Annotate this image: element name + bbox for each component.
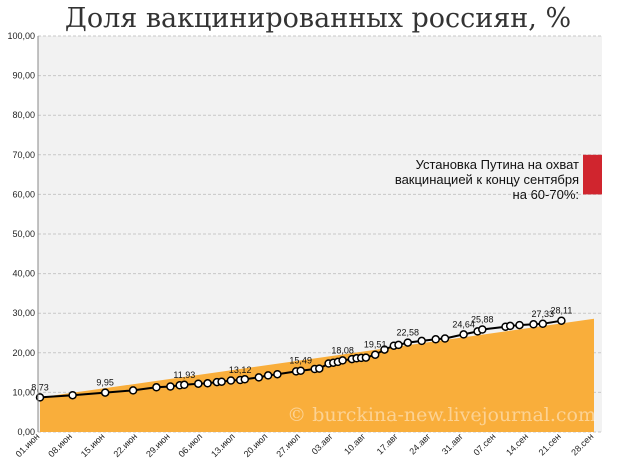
data-label: 27,33 <box>532 309 555 319</box>
data-point <box>263 371 273 380</box>
data-label: 13,12 <box>229 365 252 375</box>
data-point <box>166 382 175 391</box>
chart-title: Доля вакцинированных россиян, % <box>65 3 571 34</box>
data-point <box>417 336 426 346</box>
y-tick-label: 50,00 <box>12 229 35 239</box>
data-label: 28,11 <box>550 306 572 316</box>
x-tick-label: 28.сен <box>569 431 595 457</box>
data-point <box>394 340 403 350</box>
y-tick-label: 70,00 <box>12 150 35 160</box>
data-point <box>380 345 389 354</box>
data-label: 8,73 <box>31 382 49 392</box>
data-point <box>440 334 450 343</box>
data-point <box>431 335 440 344</box>
data-point <box>254 373 264 382</box>
data-label: 18,08 <box>331 345 354 355</box>
data-label: 19,51 <box>364 340 387 350</box>
data-point <box>505 321 515 331</box>
x-tick-label: 29.июн <box>144 431 172 459</box>
data-point <box>180 380 189 390</box>
x-tick-label: 08.июн <box>46 431 74 459</box>
watermark-group: © burckina-new.livejournal.com <box>287 404 596 426</box>
data-point <box>273 369 282 379</box>
data-point <box>194 379 203 388</box>
data-point <box>338 356 347 365</box>
data-point <box>538 319 548 329</box>
x-tick-label: 06.июл <box>176 431 204 459</box>
data-point <box>296 366 305 375</box>
y-tick-label: 90,00 <box>12 71 35 81</box>
data-point <box>226 376 236 385</box>
x-tick-label: 07.сен <box>471 431 497 457</box>
watermark: © burckina-new.livejournal.com <box>287 404 596 426</box>
x-tick-label: 20.июл <box>242 431 270 459</box>
x-tick-label: 15.июн <box>79 431 107 459</box>
y-tick-label: 0,00 <box>17 427 35 437</box>
target-annotation-line: вакцинацией к концу сентября <box>395 172 579 187</box>
y-tick-label: 10,00 <box>12 387 35 397</box>
data-label: 25,88 <box>471 315 494 325</box>
data-label: 9,95 <box>96 378 114 388</box>
data-labels: 8,73 9,95 11,93 13,12 15,49 18,08 19,51 22,58 24… <box>31 306 572 393</box>
data-point <box>459 330 468 339</box>
data-point <box>315 364 324 373</box>
target-annotation-line: на 60-70%: <box>513 187 579 202</box>
y-tick-label: 80,00 <box>12 110 35 120</box>
data-point <box>478 325 487 334</box>
x-axis: 01.июн 08.июн 15.июн 22.июн 29.июн 06.июл 13.и… <box>14 431 596 459</box>
x-tick-label: 21.сен <box>537 431 563 457</box>
x-tick-label: 14.сен <box>504 431 530 457</box>
data-label: 22,58 <box>397 328 420 338</box>
y-tick-label: 20,00 <box>12 348 35 358</box>
x-tick-label: 17.авг <box>375 431 401 457</box>
y-tick-label: 30,00 <box>12 308 35 318</box>
y-tick-label: 100,00 <box>7 31 35 41</box>
data-point <box>370 350 380 359</box>
x-tick-label: 31.авг <box>440 431 466 457</box>
x-tick-label: 10.авг <box>342 431 368 457</box>
data-point <box>403 338 413 347</box>
data-point <box>529 320 538 329</box>
data-label: 24,64 <box>452 319 475 329</box>
y-axis: 0,00 10,00 20,00 30,00 40,00 50,00 60,00 70,00 8… <box>7 31 39 437</box>
area-fill <box>40 318 594 432</box>
x-tick-label: 13.июл <box>209 431 237 459</box>
data-point <box>152 383 161 392</box>
area-series <box>40 318 594 432</box>
x-tick-label: 03.авг <box>310 431 336 457</box>
y-tick-label: 40,00 <box>12 269 35 279</box>
target-annotation-line: Установка Путина на охват <box>416 157 579 172</box>
data-point <box>128 386 138 395</box>
data-point <box>240 375 250 384</box>
data-point <box>557 316 566 325</box>
data-point <box>203 379 212 388</box>
data-label: 11,93 <box>173 370 195 380</box>
line-markers <box>35 316 566 402</box>
x-tick-label: 27.июл <box>274 431 302 459</box>
data-point <box>100 388 110 397</box>
y-tick-label: 60,00 <box>12 189 35 199</box>
data-point <box>515 320 524 330</box>
x-tick-label: 22.июн <box>111 431 139 459</box>
data-label: 15,49 <box>289 356 312 366</box>
data-point <box>68 390 77 400</box>
data-point <box>361 353 371 362</box>
data-point <box>217 377 226 386</box>
target-band <box>583 154 602 195</box>
x-tick-label: 24.авг <box>407 431 433 457</box>
